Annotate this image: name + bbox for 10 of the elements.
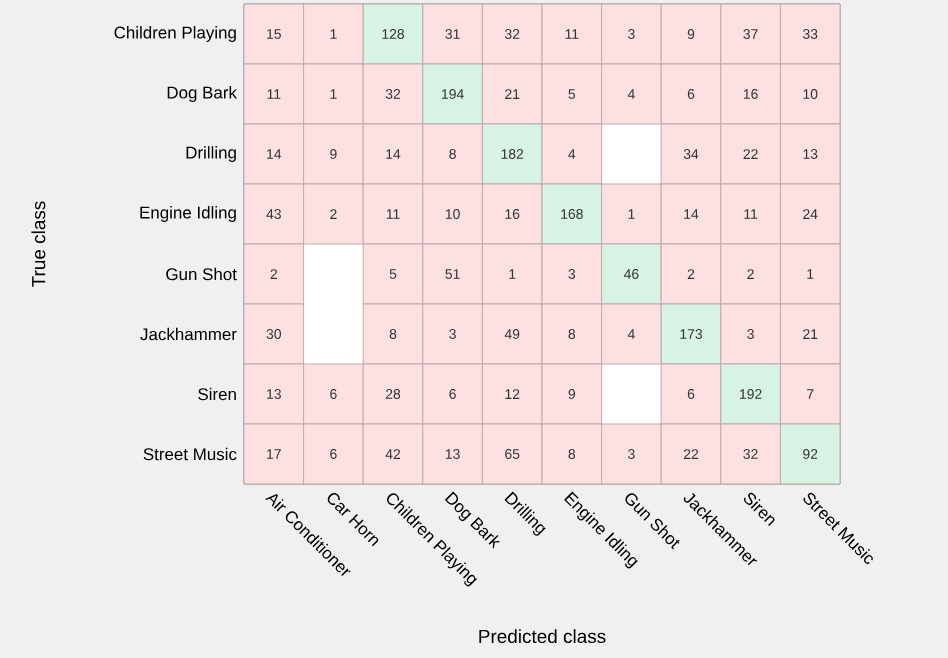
y-tick-label: Siren [198,387,236,401]
y-tick-label: Children Playing [114,26,236,42]
y-tick-label: Jackhammer [140,327,237,341]
y-axis-title: True class [31,201,46,287]
y-tick-label: Engine Idling [140,206,236,222]
y-tick-label: Drilling [186,146,236,162]
x-axis-title: Predicted class [479,629,606,644]
y-tick-label: Street Music [143,447,237,461]
y-tick-label: Dog Bark [167,86,237,102]
y-tick-label: Gun Shot [166,267,237,281]
